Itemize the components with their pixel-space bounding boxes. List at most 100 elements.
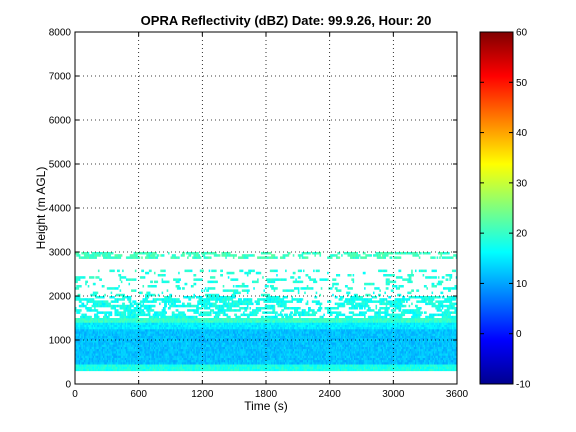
heatmap-cell <box>427 355 430 358</box>
heatmap-cell <box>372 346 375 350</box>
heatmap-cell <box>448 359 450 363</box>
heatmap-cell <box>202 366 204 369</box>
heatmap-cell <box>147 340 150 343</box>
heatmap-cell <box>442 348 445 352</box>
heatmap-cell <box>104 337 106 341</box>
heatmap-cell <box>384 357 386 361</box>
heatmap-cell <box>183 353 185 356</box>
heatmap-cell <box>212 359 215 363</box>
heatmap-cell <box>306 335 309 339</box>
heatmap-cell <box>350 344 352 347</box>
heatmap-cell <box>206 366 208 369</box>
heatmap-cell <box>411 342 413 345</box>
heatmap-cell <box>206 337 208 341</box>
heatmap-cell <box>371 335 374 339</box>
heatmap-cell <box>361 357 364 361</box>
heatmap-cell <box>199 362 202 365</box>
heatmap-cell <box>262 359 264 363</box>
heatmap-cell <box>352 348 355 352</box>
heatmap-cell <box>151 340 153 343</box>
heatmap-cell <box>281 333 283 336</box>
heatmap-cell <box>157 366 160 369</box>
heatmap-cell <box>165 351 167 354</box>
heatmap-cell <box>427 368 430 372</box>
heatmap-cell <box>445 359 448 363</box>
heatmap-cell <box>183 348 185 352</box>
heatmap-cell <box>316 344 319 347</box>
heatmap-cell <box>229 364 231 367</box>
heatmap-cell <box>328 340 330 343</box>
heatmap-cell <box>336 351 338 354</box>
heatmap-cell <box>124 357 127 361</box>
heatmap-cell <box>157 353 160 356</box>
heatmap-cell <box>204 362 207 365</box>
heatmap-cell <box>276 366 278 369</box>
heatmap-cell <box>223 335 226 339</box>
heatmap-cell <box>245 353 248 356</box>
heatmap-cell <box>314 366 316 369</box>
heatmap-cell <box>304 359 306 363</box>
heatmap-cell <box>425 335 427 339</box>
heatmap-cell <box>83 351 86 354</box>
heatmap-cell <box>296 340 299 343</box>
heatmap-cell <box>164 348 166 352</box>
heatmap-cell <box>444 340 446 343</box>
heatmap-cell <box>202 359 204 363</box>
heatmap-cell <box>89 342 91 345</box>
heatmap-cell <box>253 335 255 339</box>
heatmap-cell <box>124 353 127 356</box>
heatmap-cell <box>302 355 305 358</box>
heatmap-cell <box>413 342 416 345</box>
heatmap-cell <box>328 353 330 356</box>
heatmap-cell <box>371 359 374 363</box>
heatmap-cell <box>241 357 244 361</box>
heatmap-cell <box>171 362 174 365</box>
heatmap-cell <box>169 335 171 339</box>
heatmap-cell <box>417 351 420 354</box>
heatmap-cell <box>208 333 211 336</box>
heatmap-cell <box>184 353 187 356</box>
heatmap-cell <box>313 346 315 350</box>
heatmap-cell <box>145 368 147 372</box>
heatmap-cell <box>454 364 457 367</box>
heatmap-cell <box>320 362 323 365</box>
heatmap-cell <box>347 346 350 350</box>
heatmap-cell <box>225 359 227 363</box>
heatmap-cell <box>389 362 392 365</box>
heatmap-cell <box>174 368 176 372</box>
heatmap-cell <box>285 342 287 345</box>
heatmap-cell <box>301 364 304 367</box>
heatmap-cell <box>272 340 274 343</box>
heatmap-cell <box>276 351 278 354</box>
heatmap-cell <box>175 346 178 350</box>
heatmap-cell <box>418 351 421 354</box>
heatmap-cell <box>423 348 426 352</box>
heatmap-cell <box>243 362 245 365</box>
heatmap-cell <box>175 366 178 369</box>
heatmap-cell <box>101 359 104 363</box>
heatmap-cell <box>357 351 360 354</box>
heatmap-cell <box>383 351 385 354</box>
heatmap-cell <box>109 368 111 372</box>
heatmap-cell <box>389 353 392 356</box>
heatmap-cell <box>295 340 297 343</box>
heatmap-cell <box>86 335 89 339</box>
heatmap-cell <box>283 337 286 341</box>
heatmap-cell <box>338 353 341 356</box>
heatmap-cell <box>309 335 311 339</box>
heatmap-cell <box>237 346 240 350</box>
heatmap-cell <box>269 353 272 356</box>
heatmap-cell <box>393 368 395 372</box>
heatmap-cell <box>194 353 197 356</box>
heatmap-cell <box>305 333 308 336</box>
heatmap-cell <box>203 366 206 369</box>
heatmap-cell <box>352 351 355 354</box>
heatmap-cell <box>218 368 221 372</box>
heatmap-cell <box>240 368 243 372</box>
heatmap-cell <box>406 353 408 356</box>
heatmap-cell <box>208 346 211 350</box>
heatmap-cell <box>266 368 268 372</box>
heatmap-cell <box>206 359 208 363</box>
heatmap-cell <box>220 346 222 350</box>
heatmap-cell <box>437 337 440 341</box>
